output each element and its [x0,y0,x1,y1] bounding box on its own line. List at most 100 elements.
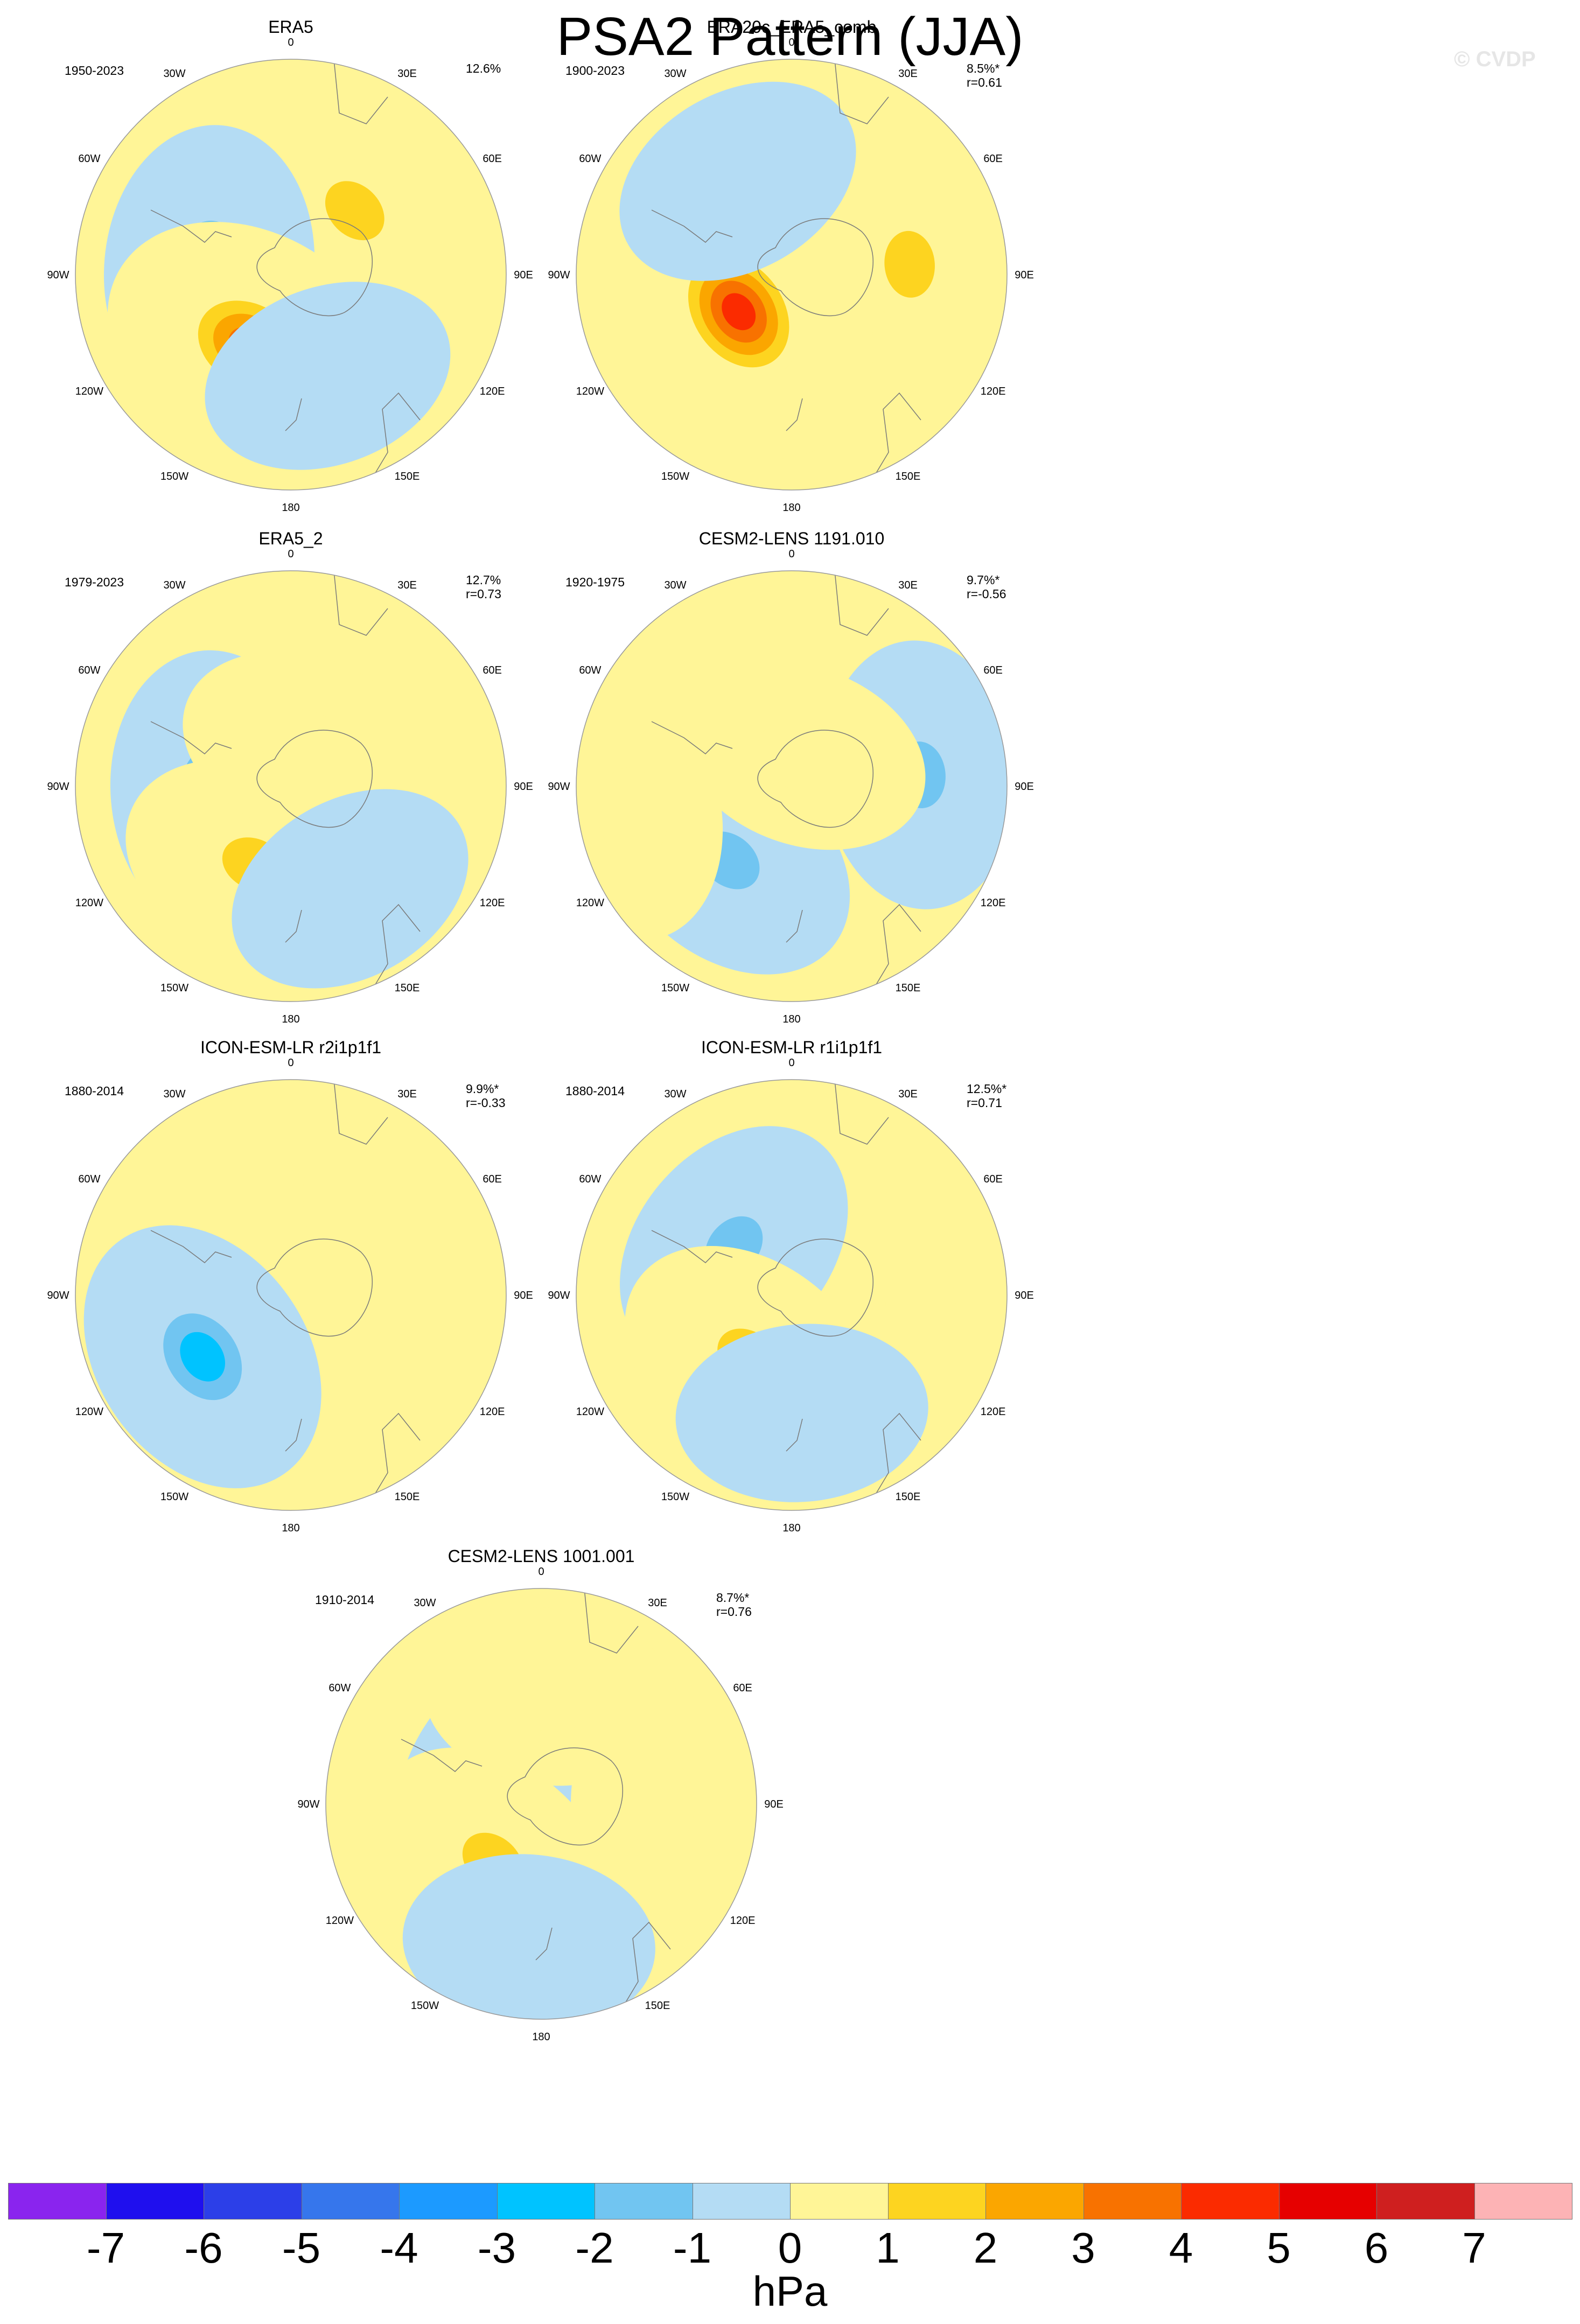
longitude-label: 150W [160,471,188,482]
colorbar-tick-label: -2 [575,2224,614,2272]
longitude-label: 90W [47,781,69,793]
polar-map: 0 30E 60E 90E 120E 150E 180 150W 120W 90W 60W 30W [47,548,533,1025]
longitude-label: 30W [664,579,686,591]
colorbar-unit: hPa [752,2267,828,2315]
longitude-label: 30E [397,68,417,80]
colorbar-swatch [204,2183,302,2220]
colorbar-swatch [1083,2183,1181,2220]
positive-anomaly-contour [885,1259,956,1353]
watermark: © CVDP [1454,47,1536,71]
longitude-label: 30E [898,1088,918,1100]
colorbar-tick-label: -6 [184,2224,223,2272]
continent-coastline [584,1588,639,1654]
longitude-label: 30W [163,579,185,591]
panel-title: ICON-ESM-LR r2i1p1f1 [200,1038,382,1057]
longitude-label: 60E [483,1173,502,1185]
continent-coastline [333,1080,388,1145]
continent-coastline [285,1418,302,1452]
colorbar-swatch [790,2183,889,2220]
map-panel: ERA5 1950-2023 12.6% 0 30E 60E 90E 120E 150E 180 1… [38,16,544,533]
longitude-label: 30W [163,68,185,80]
colorbar-tick-label: 4 [1169,2224,1193,2272]
continent-coastline [786,398,803,431]
colorbar-tick-label: 0 [778,2224,802,2272]
longitude-label: 30E [898,579,918,591]
longitude-label: 120E [981,386,1006,397]
panel-period: 1900-2023 [565,64,625,78]
longitude-label: 180 [282,1522,299,1534]
longitude-label: 30W [664,68,686,80]
colorbar-swatch [497,2183,595,2220]
longitude-label: 90E [514,269,533,281]
negative-anomaly-contour [305,850,395,927]
antarctica-coastline [757,730,873,828]
colorbar [8,2183,1572,2221]
positive-anomaly-contour [722,293,756,331]
continent-coastline [333,571,388,636]
continent-coastline [651,1230,733,1263]
longitude-label: 90W [548,1290,570,1301]
longitude-label: 180 [282,502,299,514]
continent-coastline [834,1080,889,1145]
panel-title: ERA5_2 [258,529,323,548]
longitude-label: 90W [548,781,570,793]
longitude-label: 60E [983,153,1003,165]
polar-map: 0 30E 60E 90E 120E 150E 180 150W 120W 90W 60W 30W [297,1566,783,2043]
longitude-label: 120E [480,897,505,909]
longitude-label: 0 [288,37,293,48]
continent-coastline [285,909,302,943]
page-title: PSA2 Pattern (JJA) [556,6,1024,67]
antarctica-coastline [256,730,373,828]
colorbar-swatch [301,2183,400,2220]
antarctica-coastline [256,1238,373,1337]
map-panel: CESM2-LENS 1191.010 1920-1975 9.7%* r=-0.56… [539,528,1045,1045]
longitude-label: 60W [78,1173,100,1185]
longitude-label: 120E [480,386,505,397]
continent-coastline [285,398,302,431]
longitude-label: 90E [1015,269,1034,281]
panel-title: CESM2-LENS 1191.010 [698,529,885,548]
longitude-label: 30W [163,1088,185,1100]
continent-coastline [786,1418,803,1452]
longitude-label: 60W [78,153,100,165]
panel-period: 1920-1975 [565,575,625,589]
longitude-label: 120E [730,1915,756,1927]
polar-map: 0 30E 60E 90E 120E 150E 180 150W 120W 90W 60W 30W [548,1057,1034,1534]
colorbar-tick-label: -5 [282,2224,321,2272]
panel-pattern-correlation: r=-0.33 [466,1096,506,1110]
longitude-label: 90E [1015,781,1034,793]
longitude-label: 0 [538,1566,544,1578]
colorbar-swatch [1376,2183,1475,2220]
colorbar-swatch [8,2183,107,2220]
antarctica-coastline [256,218,373,317]
longitude-label: 150W [411,2000,439,2012]
longitude-label: 180 [282,1013,299,1025]
panel-pattern-correlation: r=0.73 [466,587,501,601]
panel-period: 1880-2014 [65,1084,124,1098]
colorbar-swatch [1474,2183,1572,2220]
continent-coastline [150,209,232,243]
longitude-label: 150E [896,471,921,482]
continent-coastline [333,59,388,124]
longitude-label: 60W [579,1173,601,1185]
colorbar-tick-label: 5 [1267,2224,1291,2272]
negative-anomaly-contour [180,1332,225,1382]
panel-title: CESM2-LENS 1001.001 [448,1546,635,1566]
continent-coastline [371,1412,421,1500]
map-panel: ICON-ESM-LR r2i1p1f1 1880-2014 9.9%* r=-0.3… [38,1037,544,1553]
longitude-label: 60W [579,153,601,165]
positive-anomaly-contour [325,181,384,241]
longitude-label: 150W [160,1491,188,1503]
continent-coastline [371,392,421,480]
positive-anomaly-contour [364,1186,441,1275]
map-border [576,59,1008,491]
negative-anomaly-contour [693,143,782,220]
longitude-label: 30E [648,1597,667,1609]
map-panel: ERA20c_ERA5_comb 1900-2023 8.5%* r=0.61 0 30E… [539,16,1045,533]
longitude-label: 60W [579,664,601,676]
continent-coastline [150,1230,232,1263]
panel-period: 1979-2023 [65,575,124,589]
colorbar-tick-label: 1 [876,2224,900,2272]
longitude-label: 90E [1015,1290,1034,1301]
longitude-label: 180 [532,2031,550,2043]
